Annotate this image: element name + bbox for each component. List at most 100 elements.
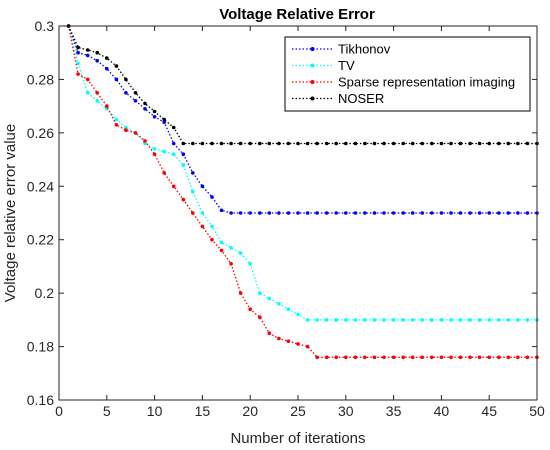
x-axis-title: Number of iterations	[230, 430, 365, 447]
data-point	[487, 141, 492, 146]
data-point	[210, 141, 214, 146]
data-point	[200, 211, 205, 215]
x-tick-label: 25	[290, 403, 306, 419]
data-point	[143, 141, 147, 146]
y-tick-label: 0.22	[27, 232, 54, 248]
data-point	[506, 318, 511, 322]
data-point	[525, 211, 530, 215]
data-point	[210, 224, 214, 229]
data-point	[286, 307, 291, 312]
data-point	[430, 318, 434, 322]
data-point	[105, 66, 109, 71]
data-point	[124, 91, 128, 95]
data-point	[525, 141, 530, 146]
data-point	[133, 91, 138, 95]
legend-item: TV	[292, 58, 355, 73]
data-point	[487, 211, 492, 215]
data-point	[229, 262, 233, 266]
data-point	[468, 355, 472, 360]
y-tick-label: 0.3	[35, 18, 55, 34]
data-point	[229, 211, 233, 215]
data-point	[85, 91, 90, 95]
data-point	[85, 53, 90, 58]
data-point	[353, 141, 358, 146]
data-point	[344, 355, 348, 360]
chart-title: Voltage Relative Error	[219, 6, 375, 23]
data-point	[114, 123, 119, 127]
data-point	[420, 211, 425, 215]
x-tick-label: 20	[242, 403, 258, 419]
data-point	[372, 318, 377, 322]
data-point	[76, 61, 80, 66]
data-point	[191, 141, 195, 146]
data-point	[76, 50, 80, 55]
data-point	[238, 291, 243, 295]
y-axis-title: Voltage relative error value	[2, 124, 19, 302]
data-point	[497, 141, 501, 146]
data-point	[124, 125, 128, 130]
x-tick-label: 45	[481, 403, 497, 419]
data-point	[105, 56, 109, 60]
data-point	[305, 318, 310, 322]
data-point	[258, 291, 262, 295]
data-point	[219, 248, 224, 253]
data-point	[315, 318, 319, 322]
data-point	[477, 141, 482, 146]
data-point	[410, 211, 415, 215]
data-point	[410, 318, 415, 322]
data-point	[353, 211, 358, 215]
data-point	[305, 344, 310, 349]
data-point	[76, 45, 80, 50]
data-point	[133, 131, 138, 135]
y-tick-label: 0.18	[27, 339, 54, 355]
data-point	[124, 77, 128, 82]
data-point	[324, 318, 329, 322]
data-point	[516, 355, 520, 360]
data-point	[506, 141, 511, 146]
data-point	[477, 318, 482, 322]
data-point	[114, 117, 119, 122]
series-layer	[66, 24, 539, 360]
x-tick-label: 35	[386, 403, 402, 419]
data-point	[181, 163, 186, 167]
data-point	[229, 245, 233, 250]
data-point	[363, 355, 367, 360]
data-point	[219, 240, 224, 245]
data-point	[114, 77, 119, 82]
data-point	[238, 141, 243, 146]
data-point	[334, 318, 339, 322]
legend-marker	[310, 47, 315, 51]
data-point	[458, 211, 463, 215]
data-point	[439, 318, 444, 322]
data-point	[191, 189, 195, 194]
data-point	[391, 355, 396, 360]
data-point	[296, 211, 300, 215]
data-point	[267, 141, 272, 146]
data-point	[363, 141, 367, 146]
data-point	[382, 141, 386, 146]
data-point	[191, 171, 195, 175]
data-point	[506, 211, 511, 215]
data-point	[248, 262, 252, 266]
data-point	[124, 128, 128, 132]
data-point	[286, 211, 291, 215]
data-point	[487, 355, 492, 360]
data-point	[458, 355, 463, 360]
data-point	[468, 141, 472, 146]
legend-box	[284, 36, 531, 112]
x-tick-label: 30	[338, 403, 354, 419]
data-point	[315, 141, 319, 146]
data-point	[95, 50, 99, 55]
data-point	[133, 99, 138, 103]
data-point	[296, 141, 300, 146]
data-point	[334, 355, 339, 360]
data-point	[420, 141, 425, 146]
data-point	[391, 211, 396, 215]
data-point	[248, 307, 252, 312]
legend-marker	[310, 63, 315, 68]
x-tick-label: 0	[55, 403, 63, 419]
data-point	[525, 355, 530, 360]
data-point	[334, 211, 339, 215]
data-point	[114, 64, 119, 68]
